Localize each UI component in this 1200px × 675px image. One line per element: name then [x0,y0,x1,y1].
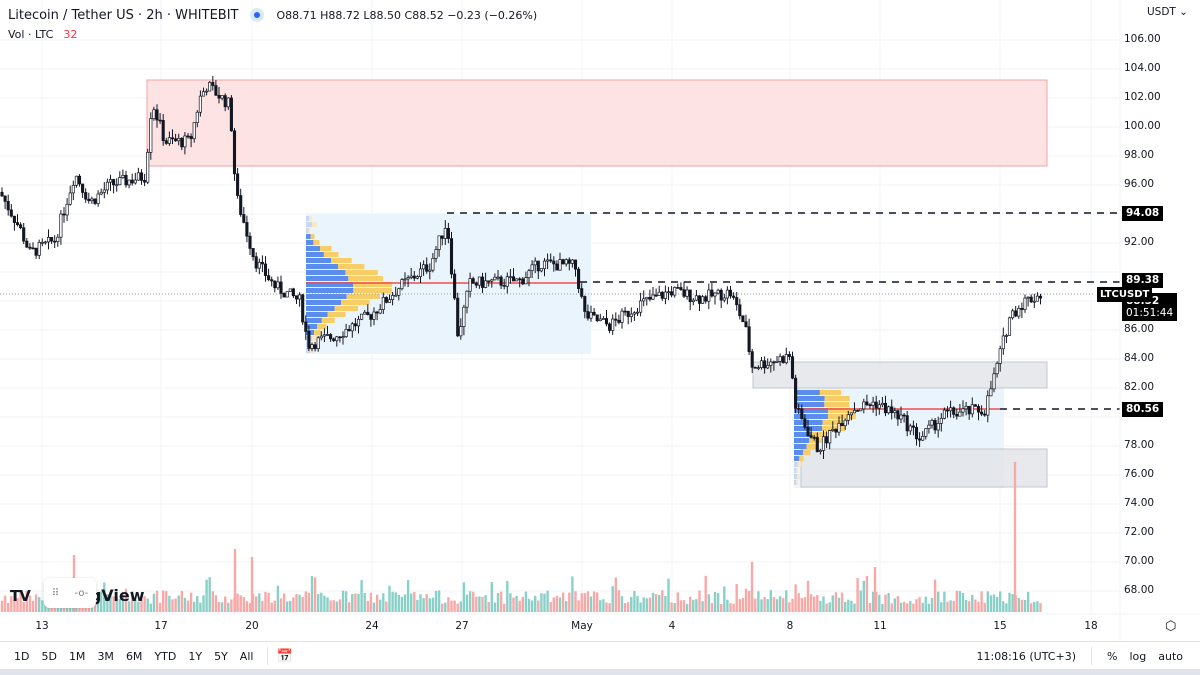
price-tick-label: 78.00 [1124,439,1155,451]
time-tick-label: 13 [35,620,49,632]
price-tick-label: 72.00 [1124,526,1155,538]
price-tick-label: 82.00 [1124,381,1155,393]
time-tick-label: 24 [365,620,379,632]
bottom-toolbar: 1D 5D 1M 3M 6M YTD 1Y 5Y All 📅 11:08:16 (UTC+3) … [0,641,1200,670]
price-tick-label: 74.00 [1124,497,1155,509]
range-button-ytd[interactable]: YTD [154,649,177,663]
symbol-title[interactable]: Litecoin / Tether US · 2h · WHITEBIT [8,7,239,23]
tradingview-watermark: TV gView [10,586,145,605]
range-button-1m[interactable]: 1M [68,649,86,663]
log-toggle[interactable]: log [1129,649,1147,663]
clock[interactable]: 11:08:16 (UTC+3) [976,649,1076,663]
time-tick-label: 8 [786,620,794,632]
auto-toggle[interactable]: auto [1158,649,1183,663]
volume-bars [0,462,1042,612]
settings-gear-icon[interactable]: ⬡ [1165,619,1177,634]
percent-toggle[interactable]: % [1107,649,1118,663]
price-tick-label: 106.00 [1124,33,1161,45]
level-tag-89-38: 89.38 [1122,273,1164,288]
price-tick-label: 98.00 [1124,149,1155,161]
bar-countdown: 01:51:44 [1126,307,1174,319]
candlesticks [0,75,1043,459]
price-tick-label: 70.00 [1124,555,1155,567]
volume-value: 32 [63,28,78,41]
range-buttons: 1D 5D 1M 3M 6M YTD 1Y 5Y All [0,650,259,663]
bottom-right-controls: 11:08:16 (UTC+3) % log auto [971,647,1188,665]
range-button-5d[interactable]: 5D [41,649,57,663]
level-tag-94-08: 94.08 [1122,206,1164,221]
market-status-icon[interactable] [250,8,265,22]
price-tick-label: 68.00 [1124,584,1155,596]
low-value: L88.50 [363,8,402,22]
supply-zone[interactable] [146,79,1048,167]
toolbar-divider [1091,647,1092,665]
price-tick-label: 102.00 [1124,91,1161,103]
time-tick-label: 11 [873,620,887,632]
line-tool-icon[interactable]: -o- [74,587,89,599]
price-tick-label: 92.00 [1124,236,1155,248]
close-value: C88.52 [404,8,444,22]
time-tick-label: May [571,620,593,632]
time-tick-label: 27 [455,620,469,632]
price-tick-label: 84.00 [1124,352,1155,364]
footer-strip [0,669,1200,675]
symbol-legend: Litecoin / Tether US · 2h · WHITEBIT O88… [8,6,537,42]
change-value: −0.23 (−0.26%) [447,8,538,22]
price-tick-label: 100.00 [1124,120,1161,132]
drag-handle-icon[interactable]: ⠿ [51,587,60,599]
watermark-text: gView [89,586,145,605]
price-tick-label: 104.00 [1124,62,1161,74]
range-button-3m[interactable]: 3M [97,649,114,663]
range-button-5y[interactable]: 5Y [214,649,228,663]
price-tick-label: 86.00 [1124,323,1155,335]
time-tick-label: 17 [154,620,168,632]
time-tick-label: 15 [993,620,1007,632]
range-button-all[interactable]: All [239,649,254,663]
tradingview-logo-icon: TV [10,586,31,605]
range-button-1d[interactable]: 1D [14,649,30,663]
symbol-tag: LTCUSDT [1097,287,1153,302]
floating-toolbar[interactable]: ⠿ -o- [44,578,96,608]
time-tick-label: 18 [1084,620,1098,632]
time-tick-label: 20 [245,620,259,632]
volume-label[interactable]: Vol · LTC [8,28,54,41]
demand-zone-lower[interactable] [800,448,1048,488]
range-button-1y[interactable]: 1Y [188,649,203,663]
open-value: O88.71 [276,8,317,22]
toolbar-divider [267,647,269,665]
level-tag-80-56: 80.56 [1122,402,1164,417]
time-tick-label: 4 [668,620,676,632]
goto-date-icon[interactable]: 📅 [276,648,293,664]
currency-selector[interactable]: USDT ⌄ [1147,6,1188,18]
high-value: H88.72 [320,8,360,22]
price-tick-label: 96.00 [1124,178,1155,190]
price-tick-label: 76.00 [1124,468,1155,480]
range-button-6m[interactable]: 6M [125,649,143,663]
ohlc-values: O88.71 H88.72 L88.50 C88.52 −0.23 (−0.26… [276,9,537,22]
